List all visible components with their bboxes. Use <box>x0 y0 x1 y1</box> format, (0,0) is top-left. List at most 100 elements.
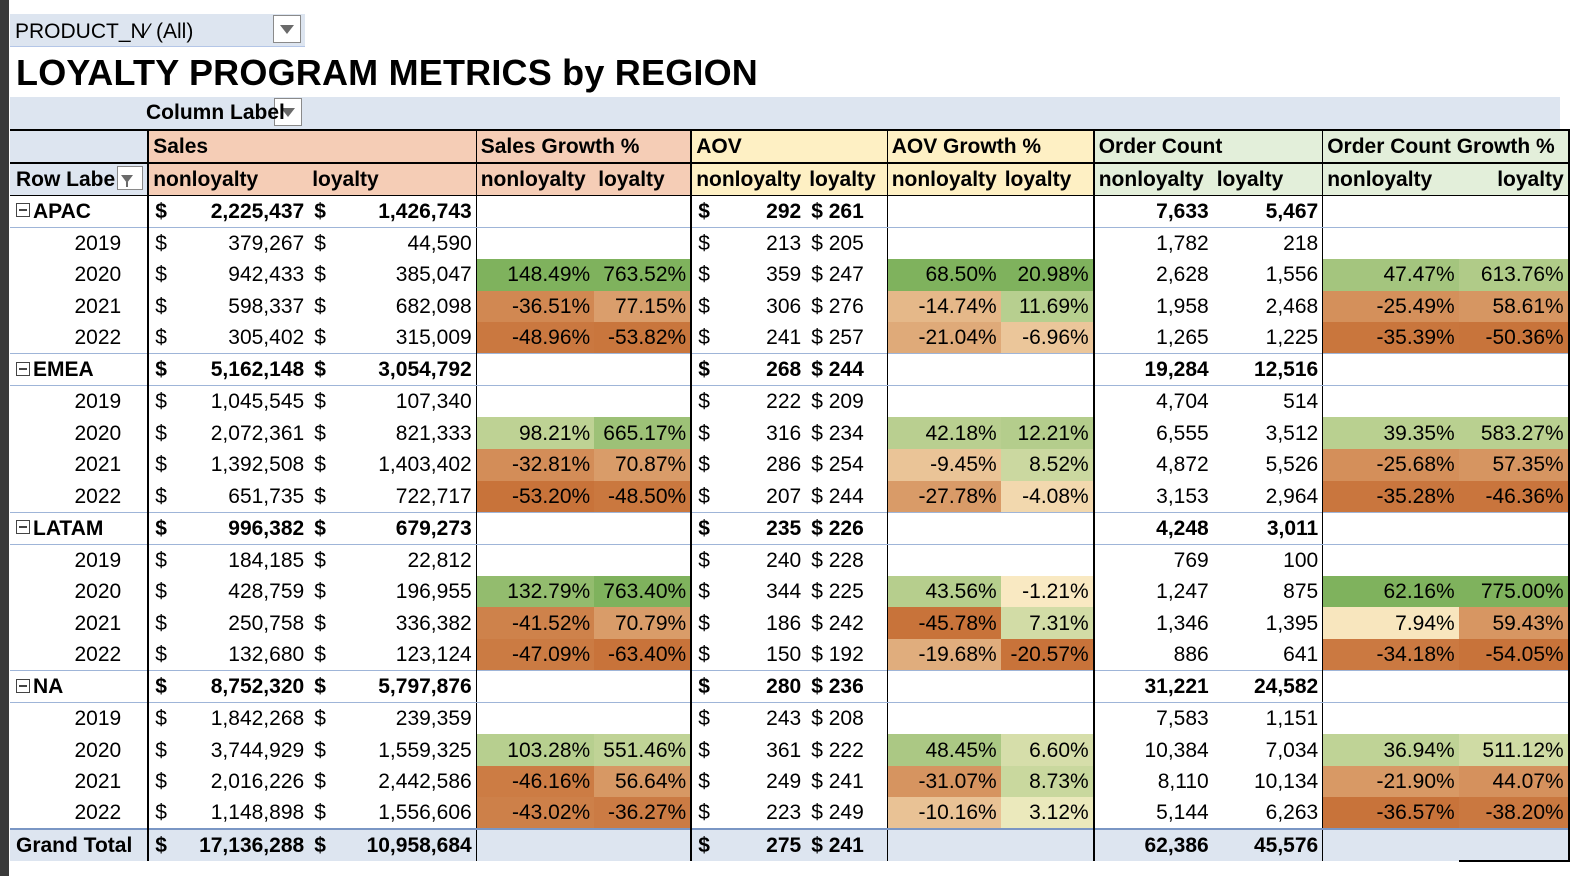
currency-symbol: $ <box>314 770 326 794</box>
collapse-icon[interactable] <box>16 361 30 376</box>
orders-nonloyalty-value: 7,633 <box>1092 195 1213 228</box>
aov-loyalty-value: $ 247 <box>811 263 864 287</box>
aov-loyalty-value: $ 249 <box>811 801 864 825</box>
currency-symbol: $ <box>314 801 326 825</box>
aov-loyalty-value: $ 261 <box>805 195 888 228</box>
sales-growth-loyalty-value: -36.27% <box>594 797 692 830</box>
filter-value: (All) <box>156 20 194 43</box>
aov-loyalty-value: $ 244 <box>811 484 864 508</box>
currency-symbol: $ <box>147 734 183 766</box>
orders-nonloyalty-value: 31,221 <box>1092 670 1213 704</box>
sales-nonloyalty-value: 1,045,545 <box>210 390 305 414</box>
currency-symbol: $ <box>147 607 183 640</box>
sales-loyalty-value: 196,955 <box>395 580 472 604</box>
orders-growth-nonloyalty-value <box>1322 353 1459 387</box>
aov-growth-loyalty-value: -1.21% <box>1000 575 1094 608</box>
orders-loyalty-value: 45,576 <box>1212 828 1323 862</box>
sales-nonloyalty-value: 132,680 <box>228 643 305 667</box>
currency-symbol: $ <box>147 575 183 608</box>
orders-growth-loyalty-value: 44.07% <box>1458 765 1570 798</box>
sales-growth-loyalty-value <box>594 386 691 418</box>
collapse-icon[interactable] <box>16 203 30 218</box>
currency-symbol: $ <box>314 421 326 445</box>
sales-growth-nonloyalty-value: 148.49% <box>475 259 595 291</box>
sales-nonloyalty-value: 651,735 <box>228 484 305 508</box>
sales-loyalty-value: 722,717 <box>395 484 472 508</box>
region-label: NA <box>10 670 149 704</box>
sales-nonloyalty-value: 3,744,929 <box>210 738 305 762</box>
sales-nonloyalty-value: 996,382 <box>182 511 309 545</box>
orders-growth-nonloyalty-value: -25.68% <box>1322 449 1459 481</box>
sales-growth-nonloyalty-value: -41.52% <box>475 607 595 640</box>
orders-nonloyalty-value: 1,782 <box>1092 227 1213 260</box>
column-labels-header: Column Label <box>146 101 285 124</box>
sales-nonloyalty-value: 428,759 <box>228 580 305 604</box>
currency-symbol: $ <box>690 734 726 766</box>
currency-symbol: $ <box>314 263 326 287</box>
orders-growth-nonloyalty-value <box>1322 670 1459 704</box>
sales-loyalty-value: 107,340 <box>395 390 472 414</box>
aov-growth-nonloyalty-value <box>886 670 1001 704</box>
aov-growth-loyalty-value: 7.31% <box>1000 607 1094 640</box>
sales-growth-loyalty-value: 551.46% <box>594 734 692 766</box>
orders-growth-loyalty-value: -46.36% <box>1458 480 1570 513</box>
orders-nonloyalty-value: 19,284 <box>1092 353 1213 387</box>
sales-growth-nonloyalty-value: -46.16% <box>475 765 595 798</box>
year-row: 2020 $3,744,929 $1,559,325 103.28% 551.46% $3… <box>10 734 1570 766</box>
aov-growth-loyalty-value <box>1000 353 1094 387</box>
aov-loyalty-value: $ 192 <box>811 643 864 667</box>
orders-loyalty-value: 5,526 <box>1265 453 1319 477</box>
collapse-icon[interactable] <box>16 520 30 535</box>
orders-growth-nonloyalty-value <box>1322 828 1459 862</box>
aov-growth-loyalty-value: -4.08% <box>1000 480 1094 513</box>
aov-growth-loyalty-value <box>1000 511 1094 545</box>
aov-loyalty-value: $ 222 <box>811 738 864 762</box>
aov-growth-nonloyalty-value: 48.45% <box>886 734 1001 766</box>
currency-symbol: $ <box>147 259 183 291</box>
orders-loyalty-value: 10,134 <box>1253 770 1319 794</box>
orders-loyalty-value: 875 <box>1283 580 1319 604</box>
orders-nonloyalty-value: 1,958 <box>1092 290 1213 323</box>
currency-symbol: $ <box>147 670 183 704</box>
sales-loyalty-value: 10,958,684 <box>342 828 477 862</box>
filter-dropdown-icon[interactable] <box>273 15 301 43</box>
currency-symbol: $ <box>690 639 726 671</box>
orders-nonloyalty-value: 769 <box>1092 544 1213 576</box>
orders-growth-nonloyalty-value <box>1322 385 1459 418</box>
currency-symbol: $ <box>314 611 326 635</box>
sales-growth-loyalty-value: 77.15% <box>594 290 692 323</box>
aov-nonloyalty-value: 316 <box>766 421 802 445</box>
region-label: EMEA <box>10 353 149 387</box>
orders-loyalty-value: 1,151 <box>1265 707 1319 731</box>
orders-nonloyalty-value: 886 <box>1092 639 1213 671</box>
currency-symbol: $ <box>690 702 726 735</box>
orders-nonloyalty-value: 3,153 <box>1092 480 1213 513</box>
aov-growth-loyalty-value: 3.12% <box>1000 797 1094 830</box>
aov-growth-nonloyalty-value: -27.78% <box>886 480 1001 513</box>
aov-nonloyalty-value: 361 <box>766 738 802 762</box>
orders-loyalty-value: 1,556 <box>1265 263 1319 287</box>
sales-loyalty-value: 679,273 <box>342 511 477 545</box>
sales-growth-nonloyalty-value <box>475 353 595 387</box>
sales-growth-nonloyalty-value: 103.28% <box>475 734 595 766</box>
sales-nonloyalty-value: 250,758 <box>228 611 305 635</box>
currency-symbol: $ <box>308 828 343 862</box>
header-order-count: Order Count <box>1092 129 1323 164</box>
pivot-table: Sales Sales Growth % AOV AOV Growth % Or… <box>10 129 1570 863</box>
region-row: APAC $2,225,437 $1,426,743 $292 $ 261 7,633 5,… <box>10 195 1570 228</box>
orders-nonloyalty-value: 4,704 <box>1092 385 1213 418</box>
orders-growth-nonloyalty-value: -36.57% <box>1322 797 1459 830</box>
orders-growth-loyalty-value <box>1458 195 1570 228</box>
currency-symbol: $ <box>314 453 326 477</box>
aov-nonloyalty-value: 240 <box>766 548 802 572</box>
aov-nonloyalty-value: 150 <box>766 643 802 667</box>
aov-growth-loyalty-value: 8.52% <box>1000 449 1094 481</box>
year-row: 2022 $305,402 $315,009 -48.96% -53.82% $241 $ … <box>10 322 1570 354</box>
sales-growth-nonloyalty-value: -47.09% <box>475 639 595 671</box>
sales-growth-nonloyalty-value <box>475 544 595 576</box>
aov-growth-nonloyalty-value: -19.68% <box>886 639 1001 671</box>
collapse-icon[interactable] <box>16 678 30 693</box>
sales-growth-nonloyalty-value: -43.02% <box>475 797 595 830</box>
row-labels-filter-icon[interactable] <box>117 166 144 191</box>
column-labels-dropdown-icon[interactable] <box>274 98 302 126</box>
